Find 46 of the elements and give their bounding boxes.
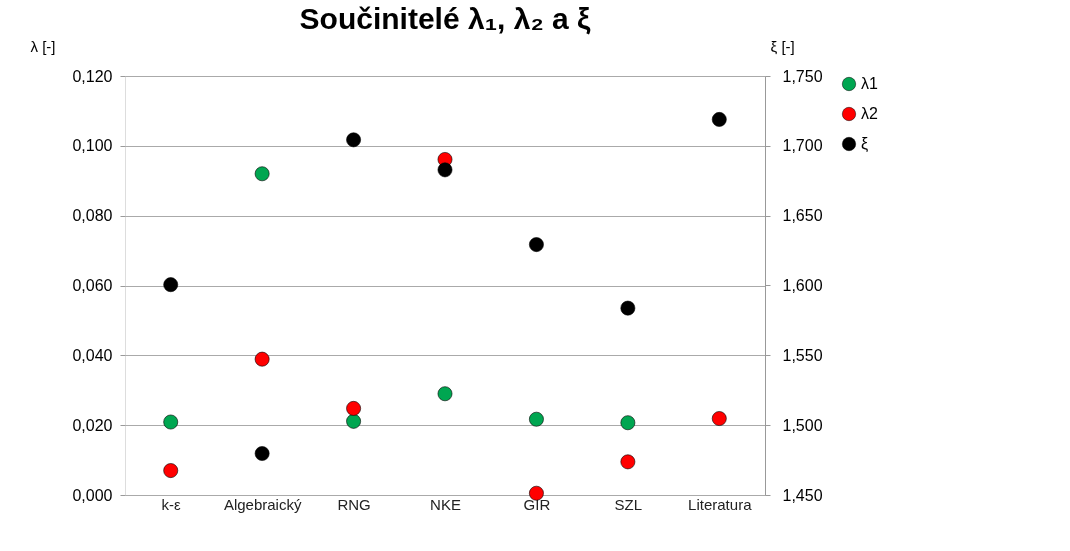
point: [346, 401, 361, 416]
point: [620, 415, 636, 431]
y-tick-label: 0,020: [72, 416, 113, 434]
point: [437, 162, 453, 178]
point: [620, 454, 636, 470]
point: [254, 166, 270, 182]
x-tick-label: Literatura: [688, 495, 753, 513]
point: [346, 132, 361, 148]
y2-tick-label: 1,450: [782, 486, 823, 504]
x-tick-label: NKE: [430, 495, 461, 513]
point: [529, 485, 544, 501]
point: [529, 411, 544, 427]
chart-title: Součinitelé λ₁, λ₂ a ξ: [299, 2, 592, 35]
y-tick-label: 0,060: [72, 277, 113, 294]
point: [163, 463, 179, 478]
y2-tick-label: 1,500: [782, 416, 823, 434]
x-tick-label: SZL: [614, 495, 643, 513]
legend-label: λ1: [861, 75, 878, 92]
point: [711, 411, 727, 426]
point: [163, 414, 179, 430]
y-axis-title: λ [-]: [30, 37, 56, 55]
point: [254, 351, 270, 367]
point: [437, 386, 453, 402]
point: [620, 300, 636, 316]
y-tick-label: 0,040: [72, 346, 113, 364]
x-tick-label: Algebraický: [223, 495, 302, 513]
x-tick-label: k-ε: [161, 495, 182, 513]
x-tick-label: RNG: [337, 495, 371, 513]
legend-label: λ2: [861, 105, 878, 122]
y2-tick-label: 1,650: [782, 207, 823, 225]
legend-label: ξ: [861, 135, 869, 153]
y2-tick-label: 1,750: [782, 67, 823, 85]
y-tick-label: 0,100: [72, 137, 113, 155]
x-tick-label: GIR: [523, 495, 551, 513]
point: [254, 446, 270, 461]
y-tick-label: 0,000: [72, 486, 113, 504]
point: [163, 277, 179, 293]
y2-tick-label: 1,600: [782, 277, 823, 294]
y2-axis-title: ξ [-]: [770, 37, 795, 55]
y-tick-label: 0,120: [72, 67, 113, 85]
y-tick-label: 0,080: [72, 207, 113, 225]
point: [711, 112, 727, 127]
y2-tick-label: 1,700: [782, 137, 823, 155]
y2-tick-label: 1,550: [782, 346, 823, 364]
point: [346, 413, 361, 429]
point: [529, 237, 544, 252]
